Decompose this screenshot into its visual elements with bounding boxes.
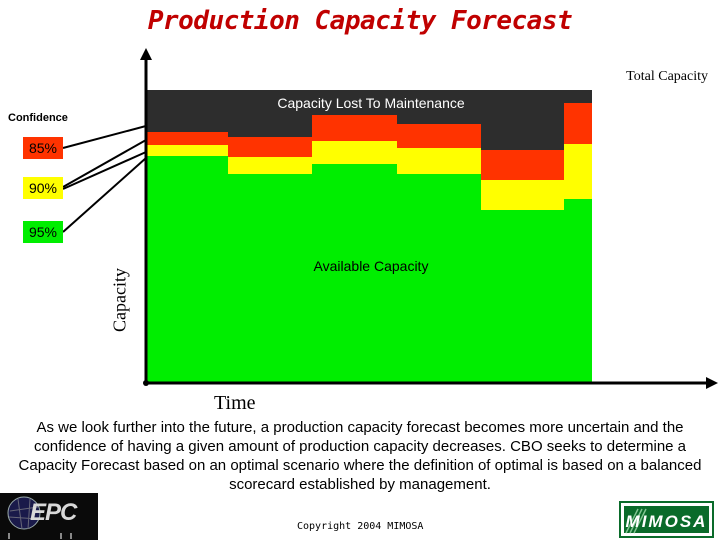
- pointer-line-85: [62, 125, 147, 149]
- conf85-segment-3: [312, 115, 397, 141]
- conf85-segment-6: [564, 103, 592, 144]
- available-capacity-label: Available Capacity: [313, 258, 429, 274]
- x-axis-label: Time: [214, 392, 256, 414]
- y-axis-label: Capacity: [109, 268, 130, 332]
- conf85-segment-1: [146, 132, 228, 145]
- conf95-segment-6: [564, 199, 592, 383]
- conf85-segment-4: [397, 124, 481, 148]
- leaf-icon: [625, 508, 647, 534]
- conf95-segment-2: [228, 174, 312, 383]
- conf90-segment-6: [564, 144, 592, 199]
- conf90-segment-2: [228, 157, 312, 174]
- page-title: Production Capacity Forecast: [147, 6, 573, 36]
- globe-icon: [7, 496, 72, 539]
- conf90-segment-3: [312, 141, 397, 164]
- conf95-segment-5: [481, 210, 564, 383]
- conf90-segment-4: [397, 148, 481, 174]
- conf85-segment-5: [481, 150, 564, 180]
- conf95-segment-3: [312, 164, 397, 383]
- pointer-line-95: [62, 157, 147, 233]
- pointer-line-90b: [62, 151, 147, 190]
- confidence-90-box: 90%: [23, 177, 63, 199]
- epc-logo: EPC: [0, 493, 98, 540]
- mimosa-logo: MIMOSA: [619, 501, 714, 538]
- conf95-segment-1: [146, 156, 228, 383]
- epc-logo-text: EPC: [30, 499, 77, 526]
- conf90-segment-5: [481, 180, 564, 210]
- conf95-segment-4: [397, 174, 481, 383]
- confidence-85-box: 85%: [23, 137, 63, 159]
- total-capacity-label: Total Capacity: [626, 69, 708, 84]
- conf90-segment-1: [146, 145, 228, 156]
- description-text: As we look further into the future, a pr…: [18, 419, 702, 493]
- pointer-line-90a: [62, 139, 147, 188]
- x-axis-arrow: [706, 377, 718, 389]
- mimosa-logo-text: MIMOSA: [625, 512, 708, 531]
- confidence-label: Confidence: [8, 112, 68, 124]
- y-axis-arrow: [140, 48, 152, 60]
- axis-origin-dot: [143, 380, 149, 386]
- capacity-lost-label: Capacity Lost To Maintenance: [277, 95, 465, 111]
- copyright-text: Copyright 2004 MIMOSA: [297, 521, 424, 532]
- confidence-95-box: 95%: [23, 221, 63, 243]
- mimosa-logo-background: MIMOSA: [624, 506, 709, 534]
- conf85-segment-2: [228, 137, 312, 157]
